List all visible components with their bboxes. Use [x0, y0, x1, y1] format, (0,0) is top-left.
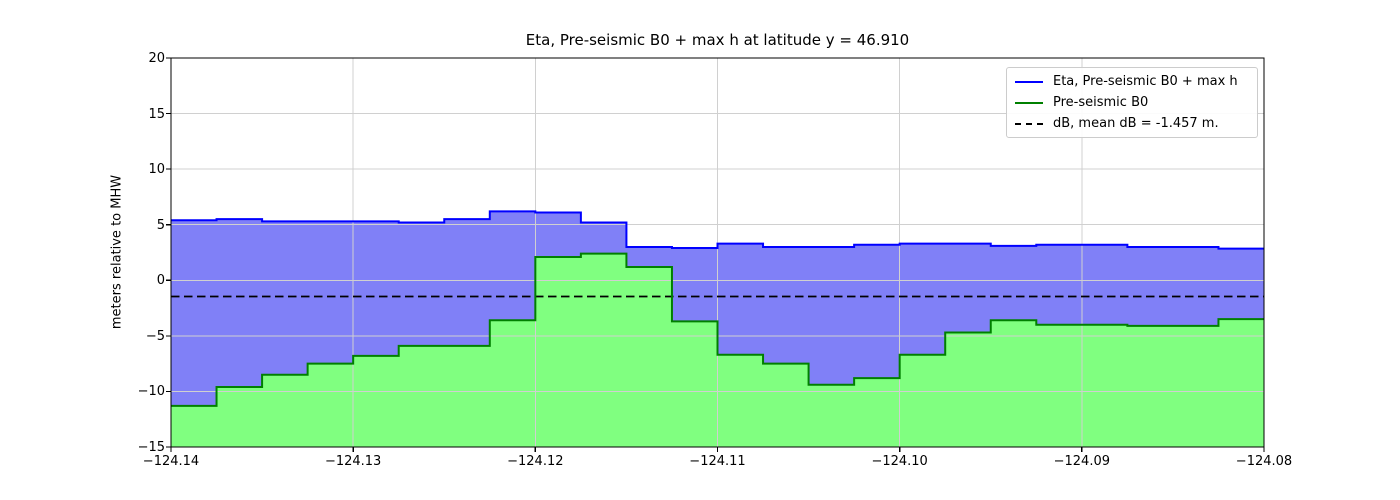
- plot-border: [170, 57, 1265, 448]
- chart-title: Eta, Pre-seismic B0 + max h at latitude …: [525, 31, 910, 49]
- legend-label: Pre-seismic B0: [1053, 95, 1149, 110]
- x-tick-label: −124.10: [871, 454, 928, 469]
- y-tick-label: 15: [148, 106, 165, 122]
- y-tick-label: −10: [137, 384, 165, 400]
- y-tick-label: 10: [148, 162, 165, 178]
- y-tick-label: 0: [156, 273, 165, 289]
- dashed-line-swatch-icon: [1015, 122, 1043, 125]
- x-tick-label: −124.14: [142, 454, 200, 469]
- legend-item: Pre-seismic B0: [1015, 95, 1249, 110]
- y-tick-label: −15: [137, 440, 165, 455]
- legend-item: Eta, Pre-seismic B0 + max h: [1015, 74, 1249, 89]
- x-tick-label: −124.09: [1053, 454, 1111, 469]
- legend: Eta, Pre-seismic B0 + max h Pre-seismic B…: [1006, 67, 1258, 138]
- legend-label: dB, mean dB = -1.457 m.: [1053, 116, 1219, 131]
- eta-line: [171, 210, 1264, 250]
- y-tick-label: 5: [156, 217, 165, 233]
- x-tick-label: −124.08: [1235, 454, 1293, 469]
- legend-label: Eta, Pre-seismic B0 + max h: [1053, 74, 1238, 89]
- line-swatch-icon: [1015, 80, 1043, 83]
- b0-line: [171, 252, 1264, 407]
- y-tick-label: −5: [145, 328, 165, 344]
- y-axis-label: meters relative to MHW: [109, 174, 125, 330]
- line-swatch-icon: [1015, 101, 1043, 104]
- x-tick-label: −124.13: [324, 454, 382, 469]
- legend-item: dB, mean dB = -1.457 m.: [1015, 116, 1249, 131]
- x-tick-label: −124.11: [689, 454, 746, 469]
- y-tick-label: 20: [148, 51, 165, 66]
- x-tick-label: −124.12: [507, 454, 564, 469]
